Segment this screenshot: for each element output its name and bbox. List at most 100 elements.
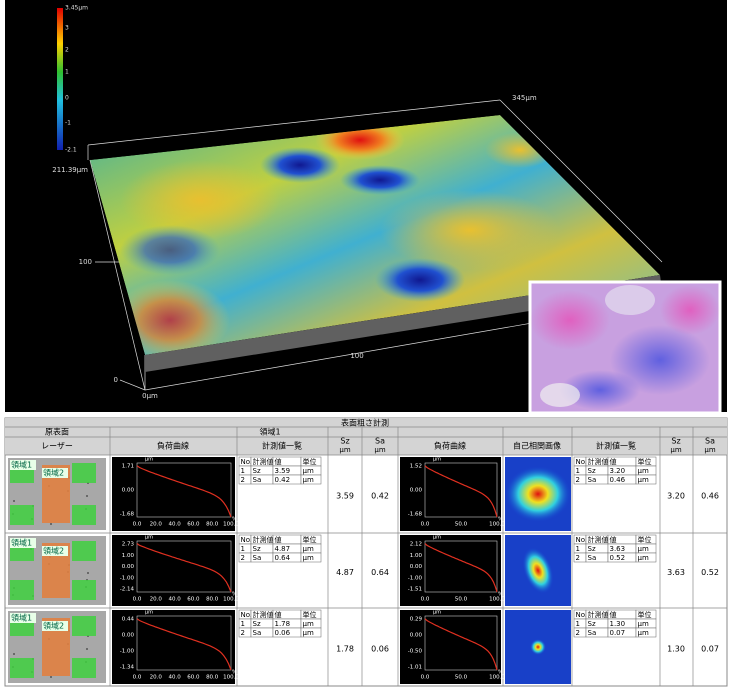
y-tick-label: 0.29 <box>410 617 423 623</box>
y-tick-label: 1.71 <box>122 464 134 470</box>
autocorr-peak <box>505 466 571 522</box>
list-text: 0.06 <box>275 629 291 637</box>
x-tick-label: 0.0 <box>421 522 430 528</box>
texture-dot <box>86 495 88 497</box>
sz-value: 1.78 <box>336 645 354 654</box>
x-tick-label: 0.0 <box>133 675 142 681</box>
y-tick-label: 0.00 <box>410 633 423 639</box>
sz-value: 3.63 <box>667 568 685 577</box>
y-tick-label: -1.00 <box>120 575 135 581</box>
bearing-curve <box>424 543 498 593</box>
bearing-curve <box>136 543 232 593</box>
y-tick-label: 0.00 <box>122 488 135 494</box>
y-tick-label: 1.52 <box>410 464 422 470</box>
x-tick-label: 60.0 <box>187 675 200 681</box>
sa-value: 0.52 <box>701 568 719 577</box>
list-text: 計測値 <box>253 610 274 619</box>
y-tick-label: -1.51 <box>408 587 422 593</box>
list-text: 値 <box>275 535 282 544</box>
column-header: 自己相関画像 <box>513 441 561 451</box>
list-text: Sz <box>253 467 261 475</box>
list-text: µm <box>303 554 314 562</box>
list-text: Sz <box>588 620 596 628</box>
list-cell <box>300 474 322 485</box>
list-text: 単位 <box>638 535 652 544</box>
list-cell <box>300 627 322 638</box>
column-header: 負荷曲線 <box>157 441 189 451</box>
list-text: 2 <box>576 476 580 484</box>
region-1 <box>10 580 34 600</box>
list-cell <box>635 627 657 638</box>
chart-panel <box>112 535 235 606</box>
y-tick-label: -1.34 <box>120 665 135 671</box>
chart-panel <box>112 610 235 684</box>
y-tick-label: -1.01 <box>408 665 422 671</box>
list-text: µm <box>638 629 649 637</box>
list-text: 値 <box>275 610 282 619</box>
region-label-bg <box>10 538 36 548</box>
plot-area <box>424 462 498 518</box>
list-text: 1 <box>576 620 580 628</box>
texture-dot <box>13 653 15 655</box>
x-tick-label: 50.0 <box>455 522 468 528</box>
group-header: 領域1 <box>259 427 280 437</box>
sa-value: 0.42 <box>371 492 389 501</box>
list-text: No. <box>241 458 253 466</box>
region-1 <box>72 463 96 483</box>
y-tick-label: -0.50 <box>408 649 423 655</box>
list-text: 単位 <box>638 457 652 466</box>
list-text: 値 <box>610 457 617 466</box>
x-tick-label: 100.0 <box>223 597 239 603</box>
x-tick-label: 100.0 <box>223 522 239 528</box>
list-text: 0.07 <box>610 629 626 637</box>
list-text: 1 <box>576 467 580 475</box>
x-tick-label: 100.0 <box>489 522 505 528</box>
plot-area <box>136 615 232 671</box>
region-label: 領域2 <box>43 546 64 556</box>
list-text: Sa <box>588 629 597 637</box>
texture-dot <box>87 572 89 574</box>
list-text: µm <box>638 554 649 562</box>
axis-label: 100 <box>79 258 92 266</box>
unit-label: µm <box>433 610 441 616</box>
list-text: 1.78 <box>275 620 291 628</box>
list-text: 0.42 <box>275 476 291 484</box>
bearing-chart: 1.52 0.00 -1.68 0.0 50.0 100.0 µm% <box>400 457 505 531</box>
region-label: 領域2 <box>43 468 64 478</box>
list-text: 計測値 <box>588 535 609 544</box>
column-header: Sa <box>705 437 715 446</box>
bearing-chart: 0.29 0.00 -0.50 -1.01 0.0 50.0 100.0 µm% <box>400 610 505 684</box>
list-text: Sz <box>588 545 596 553</box>
unit-label: % <box>498 517 503 523</box>
axis-label: 100 <box>350 352 363 360</box>
y-tick-label: -1.68 <box>120 512 135 518</box>
axis-label: 345µm <box>512 94 537 102</box>
list-text: 0.64 <box>275 554 291 562</box>
inset-texture <box>530 285 720 410</box>
column-header: Sz <box>671 437 680 446</box>
list-cell <box>300 552 322 563</box>
y-tick-label: -1.68 <box>408 512 423 518</box>
column-header: 計測値一覧 <box>262 441 302 451</box>
list-text: 値 <box>610 535 617 544</box>
region-1 <box>72 616 96 636</box>
sz-value: 4.87 <box>336 568 354 577</box>
unit-label: µm <box>433 535 441 541</box>
unit-label: % <box>498 592 503 598</box>
list-text: µm <box>303 476 314 484</box>
list-text: 単位 <box>638 610 652 619</box>
y-tick-label: -1.00 <box>408 575 423 581</box>
y-tick-label: 2.12 <box>410 542 422 548</box>
unit-label: µm <box>433 457 441 463</box>
list-text: 単位 <box>303 457 317 466</box>
x-tick-label: 80.0 <box>206 597 219 603</box>
list-text: 0.46 <box>610 476 626 484</box>
list-text: 計測値 <box>588 457 609 466</box>
region-1 <box>72 580 96 600</box>
list-text: No. <box>576 458 588 466</box>
colorbar-label: -2.1 <box>65 147 77 154</box>
x-tick-label: 80.0 <box>206 522 219 528</box>
y-tick-label: 2.73 <box>122 542 135 548</box>
